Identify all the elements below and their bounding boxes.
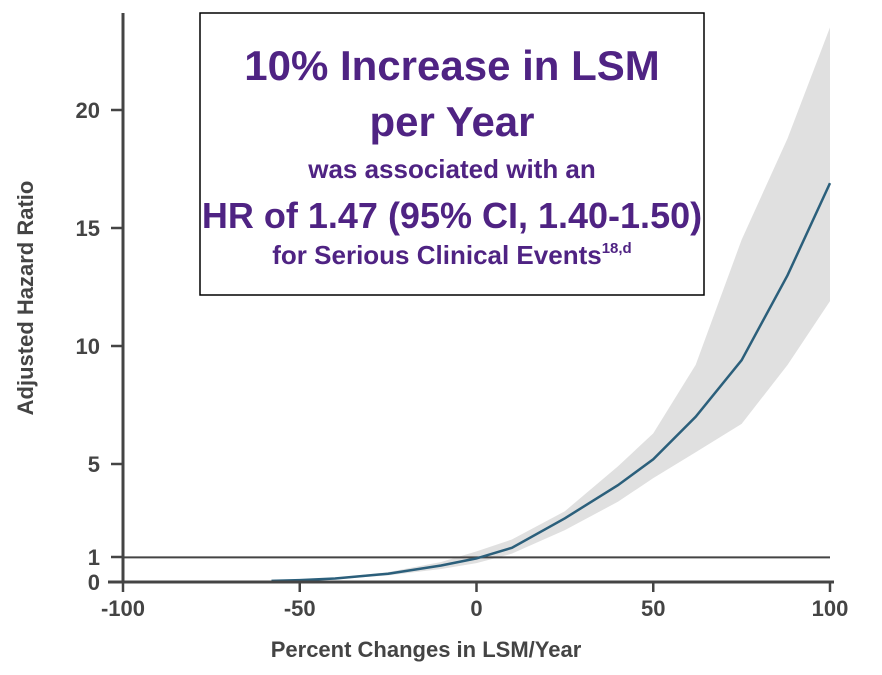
y-axis-label: Adjusted Hazard Ratio <box>13 181 38 416</box>
y-tick-label: 20 <box>76 98 100 123</box>
annotation-line-3: was associated with an <box>307 154 596 184</box>
y-tick-label: 10 <box>76 334 100 359</box>
hazard-ratio-line <box>271 182 832 583</box>
y-tick-label: 5 <box>88 452 100 477</box>
annotation-box: 10% Increase in LSM per Year was associa… <box>199 12 705 296</box>
y-tick-label: 15 <box>76 216 100 241</box>
y-tick-label: 0 <box>88 570 100 595</box>
x-tick-label: -50 <box>284 596 316 621</box>
x-tick-label: 0 <box>470 596 482 621</box>
annotation-line-4: HR of 1.47 (95% CI, 1.40-1.50) <box>202 195 702 236</box>
annotation-line-2: per Year <box>369 98 534 145</box>
x-tick-label: -100 <box>101 596 145 621</box>
annotation-superscript: 18,d <box>602 240 632 257</box>
annotation-line-5-text: for Serious Clinical Events <box>272 240 601 270</box>
annotation-line-1: 10% Increase in LSM <box>244 42 660 89</box>
x-axis-label: Percent Changes in LSM/Year <box>271 637 582 662</box>
annotation-line-5: for Serious Clinical Events18,d <box>272 240 631 270</box>
confidence-band <box>271 27 831 582</box>
x-tick-label: 50 <box>641 596 665 621</box>
x-tick-label: 100 <box>812 596 849 621</box>
y-tick-label: 1 <box>88 545 100 570</box>
